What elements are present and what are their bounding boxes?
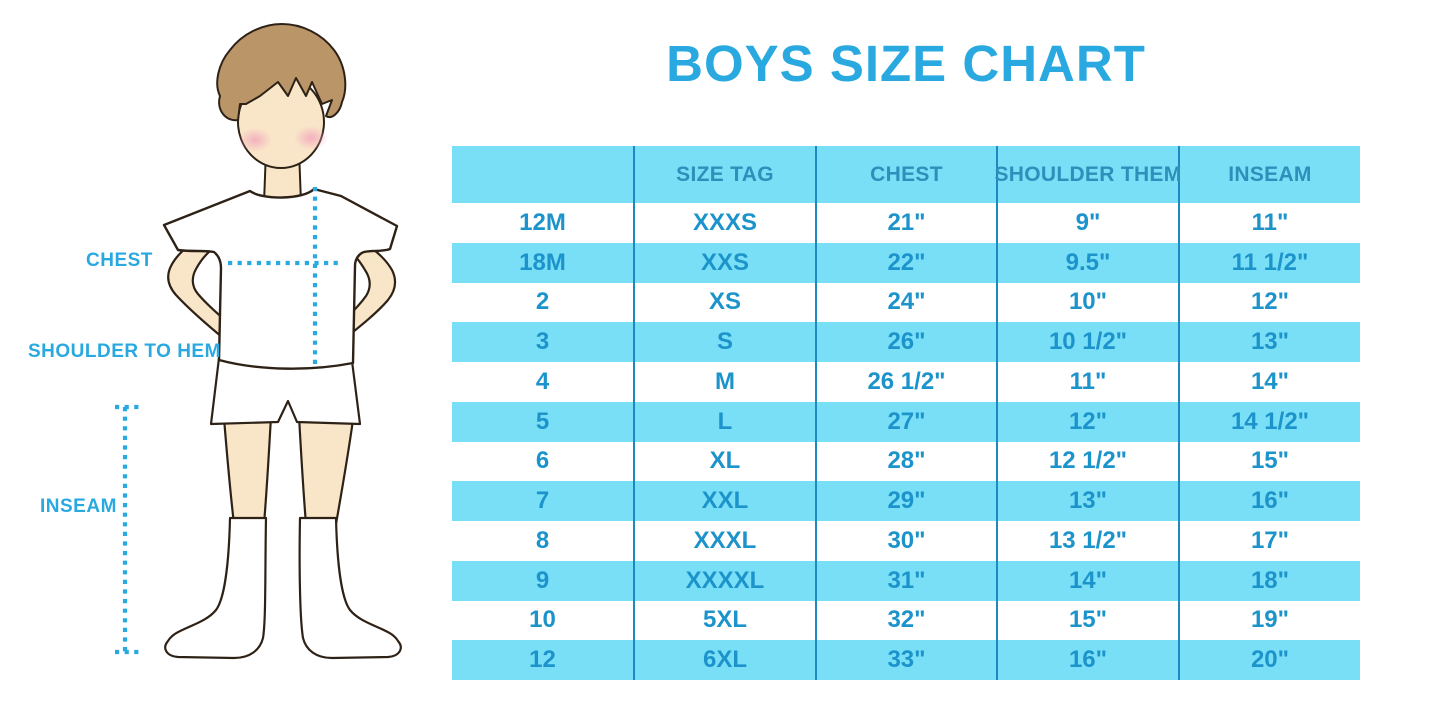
boy-illustration (115, 23, 402, 660)
table-row: 9 XXXXL 31" 14" 18" (452, 560, 1360, 601)
table-cell: 29" (817, 481, 998, 521)
table-cell: 13" (998, 481, 1180, 521)
table-cell: 27" (817, 401, 998, 442)
column-header: CHEST (817, 146, 998, 203)
table-cell: 8 (452, 521, 635, 561)
table-cell: 26" (817, 322, 998, 362)
table-row: 2 XS 24" 10" 12" (452, 282, 1360, 323)
table-body: 12M XXXS 21" 9" 11" 18M XXS 22" 9.5" 11 1/2" 2 XS 24… (452, 203, 1360, 680)
table-cell: 16" (998, 640, 1180, 680)
table-cell: 32" (817, 600, 998, 641)
table-row: 5 L 27" 12" 14 1/2" (452, 401, 1360, 442)
table-row: 10 5XL 32" 15" 19" (452, 600, 1360, 641)
chest-label: CHEST (86, 250, 153, 271)
table-cell: 12 (452, 640, 635, 680)
table-cell: 5XL (635, 600, 817, 641)
table-cell: 13" (1250, 328, 1290, 356)
table-cell: 10 1/2" (998, 322, 1180, 362)
table-cell: 9" (998, 203, 1180, 243)
table-cell: 16" (1250, 487, 1290, 515)
measurement-lines (115, 187, 342, 655)
table-cell: L (635, 401, 817, 442)
table-cell: 6 (452, 441, 635, 482)
table-row: 8 XXXL 30" 13 1/2" 17" (452, 521, 1360, 561)
table-row: 12M XXXS 21" 9" 11" (452, 203, 1360, 243)
table-header-row: SIZE TAG CHEST SHOULDER THEM INSEAM (452, 146, 1360, 203)
table-cell: 24" (817, 282, 998, 323)
blush-left (238, 128, 272, 152)
table-cell: XL (635, 441, 817, 482)
table-cell: 14" (998, 560, 1180, 601)
table-cell: M (635, 362, 817, 402)
legs (222, 414, 355, 526)
table-cell: 6XL (635, 640, 817, 680)
blush-right (294, 126, 328, 150)
socks (164, 516, 402, 660)
table-cell: 15" (1250, 447, 1290, 475)
table-cell: 5 (452, 401, 635, 442)
table-cell: XXS (635, 242, 817, 283)
column-header: SHOULDER THEM (994, 146, 1181, 203)
table-cell: 22" (817, 242, 998, 283)
table-row: 18M XXS 22" 9.5" 11 1/2" (452, 242, 1360, 283)
table-cell: XXXL (635, 521, 817, 561)
table-row: 12 6XL 33" 16" 20" (452, 640, 1360, 680)
table-cell: 9.5" (998, 242, 1180, 283)
table-row: 4 M 26 1/2" 11" 14" (452, 362, 1360, 402)
table-cell: 21" (817, 203, 998, 243)
table-cell: 13 1/2" (998, 521, 1180, 561)
table-cell: 18M (452, 242, 635, 283)
table-cell: 12" (998, 401, 1180, 442)
table-cell: 9 (452, 560, 635, 601)
table-cell: 2 (452, 282, 635, 323)
table-row: 7 XXL 29" 13" 16" (452, 481, 1360, 521)
t-shirt (162, 187, 399, 370)
inseam-label: INSEAM (40, 496, 117, 517)
table-cell: 7 (452, 481, 635, 521)
table-cell: 11 1/2" (1231, 248, 1309, 276)
table-cell: 14" (1250, 367, 1290, 395)
table-cell: 11" (1251, 208, 1289, 236)
table-row: 6 XL 28" 12 1/2" 15" (452, 441, 1360, 482)
table-cell: 30" (817, 521, 998, 561)
table-cell: 10" (998, 282, 1180, 323)
table-cell: 12 1/2" (998, 441, 1180, 482)
table-cell: 11" (998, 362, 1180, 402)
table-cell: S (635, 322, 817, 362)
table-cell: 28" (817, 441, 998, 482)
column-header: SIZE TAG (635, 146, 817, 203)
table-cell: XXXXL (635, 560, 817, 601)
table-cell: 18" (1250, 566, 1290, 594)
table-cell: 14 1/2" (1230, 407, 1310, 435)
hair (216, 23, 347, 122)
table-cell: 19" (1250, 606, 1290, 634)
size-table: SIZE TAG CHEST SHOULDER THEM INSEAM 12M XXXS… (452, 146, 1360, 680)
table-cell: 3 (452, 322, 635, 362)
table-cell: 4 (452, 362, 635, 402)
table-cell: 15" (998, 600, 1180, 641)
table-cell: XXL (635, 481, 817, 521)
table-cell: XXXS (635, 203, 817, 243)
table-cell: 26 1/2" (817, 362, 998, 402)
table-cell: 12" (1250, 288, 1290, 316)
column-header (452, 146, 635, 203)
page-title: BOYS SIZE CHART (666, 35, 1146, 92)
shoulder-to-hem-label: SHOULDER TO HEM (28, 341, 221, 362)
table-cell: XS (635, 282, 817, 323)
table-cell: 10 (452, 600, 635, 641)
table-cell: 17" (1250, 526, 1290, 554)
table-cell: 33" (817, 640, 998, 680)
table-cell: 20" (1250, 646, 1290, 674)
column-header: INSEAM (1228, 162, 1312, 186)
table-cell: 12M (452, 203, 635, 243)
table-row: 3 S 26" 10 1/2" 13" (452, 322, 1360, 362)
table-cell: 31" (817, 560, 998, 601)
